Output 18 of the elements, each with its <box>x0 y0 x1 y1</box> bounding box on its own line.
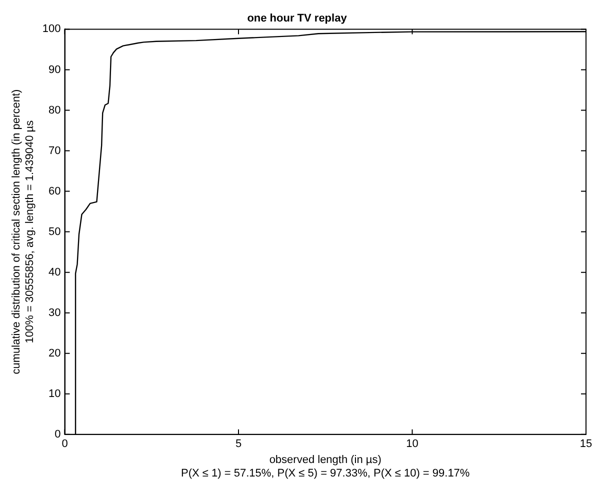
y-tick-label: 80 <box>48 104 61 116</box>
y-tick-label: 70 <box>48 144 61 157</box>
y-tick-label: 30 <box>48 306 61 319</box>
y-tick-label: 50 <box>48 226 61 238</box>
y-tick-label: 60 <box>48 185 61 198</box>
y-tick-label: 0 <box>54 428 61 440</box>
y-tick-label: 20 <box>48 347 61 360</box>
y-axis-title: cumulative distribution of critical section length (in percent) 100% = 30555856, avg. length = 1.439040 µs <box>10 89 36 374</box>
x-tick-label: 5 <box>235 438 242 450</box>
text: P(X ≤ 1) = 57.15%, P(X ≤ 5) = 97.33%, P(X ≤ 10) = 99.17% <box>181 467 470 480</box>
chart-title: one hour TV replay <box>247 12 348 25</box>
x-axis-title: observed length (in µs) <box>269 454 382 466</box>
x-tick-label: 15 <box>580 438 592 450</box>
y-tick-label: 90 <box>48 64 61 76</box>
y-tick-label: 10 <box>48 388 61 400</box>
y-tick-label: 40 <box>48 266 61 278</box>
y-tick-label: 100 <box>42 23 61 36</box>
x-tick-label: 10 <box>406 438 418 450</box>
